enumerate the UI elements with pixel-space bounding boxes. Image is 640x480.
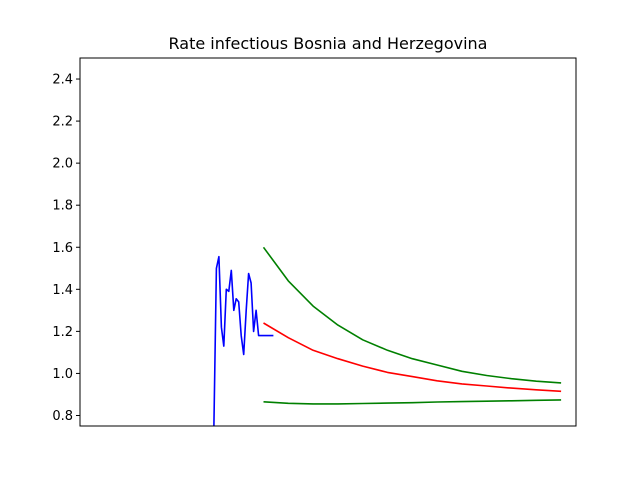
y-tick-label: 0.8: [52, 409, 73, 424]
series-line-4: [263, 399, 562, 405]
y-tick-label: 2.0: [52, 157, 73, 172]
y-tick-label: 2.2: [52, 115, 73, 130]
y-tick-label: 1.0: [52, 367, 73, 382]
y-tick-label: 2.4: [52, 73, 73, 88]
y-tick-label: 1.8: [52, 199, 73, 214]
y-axis: 0.8 1.0 1.2 1.4 1.6 1.8 2.0 2.2 2.4: [52, 73, 80, 424]
plot-frame: [79, 57, 577, 427]
y-tick-label: 1.6: [52, 241, 73, 256]
chart-title: Rate infectious Bosnia and Herzegovina: [169, 34, 488, 53]
series-line-3: [262, 246, 562, 384]
series-line-2: [263, 322, 562, 393]
series-line-1: [213, 255, 274, 427]
y-tick-label: 1.2: [52, 325, 73, 340]
series-layer: [213, 246, 562, 427]
y-tick-label: 1.4: [52, 283, 73, 298]
